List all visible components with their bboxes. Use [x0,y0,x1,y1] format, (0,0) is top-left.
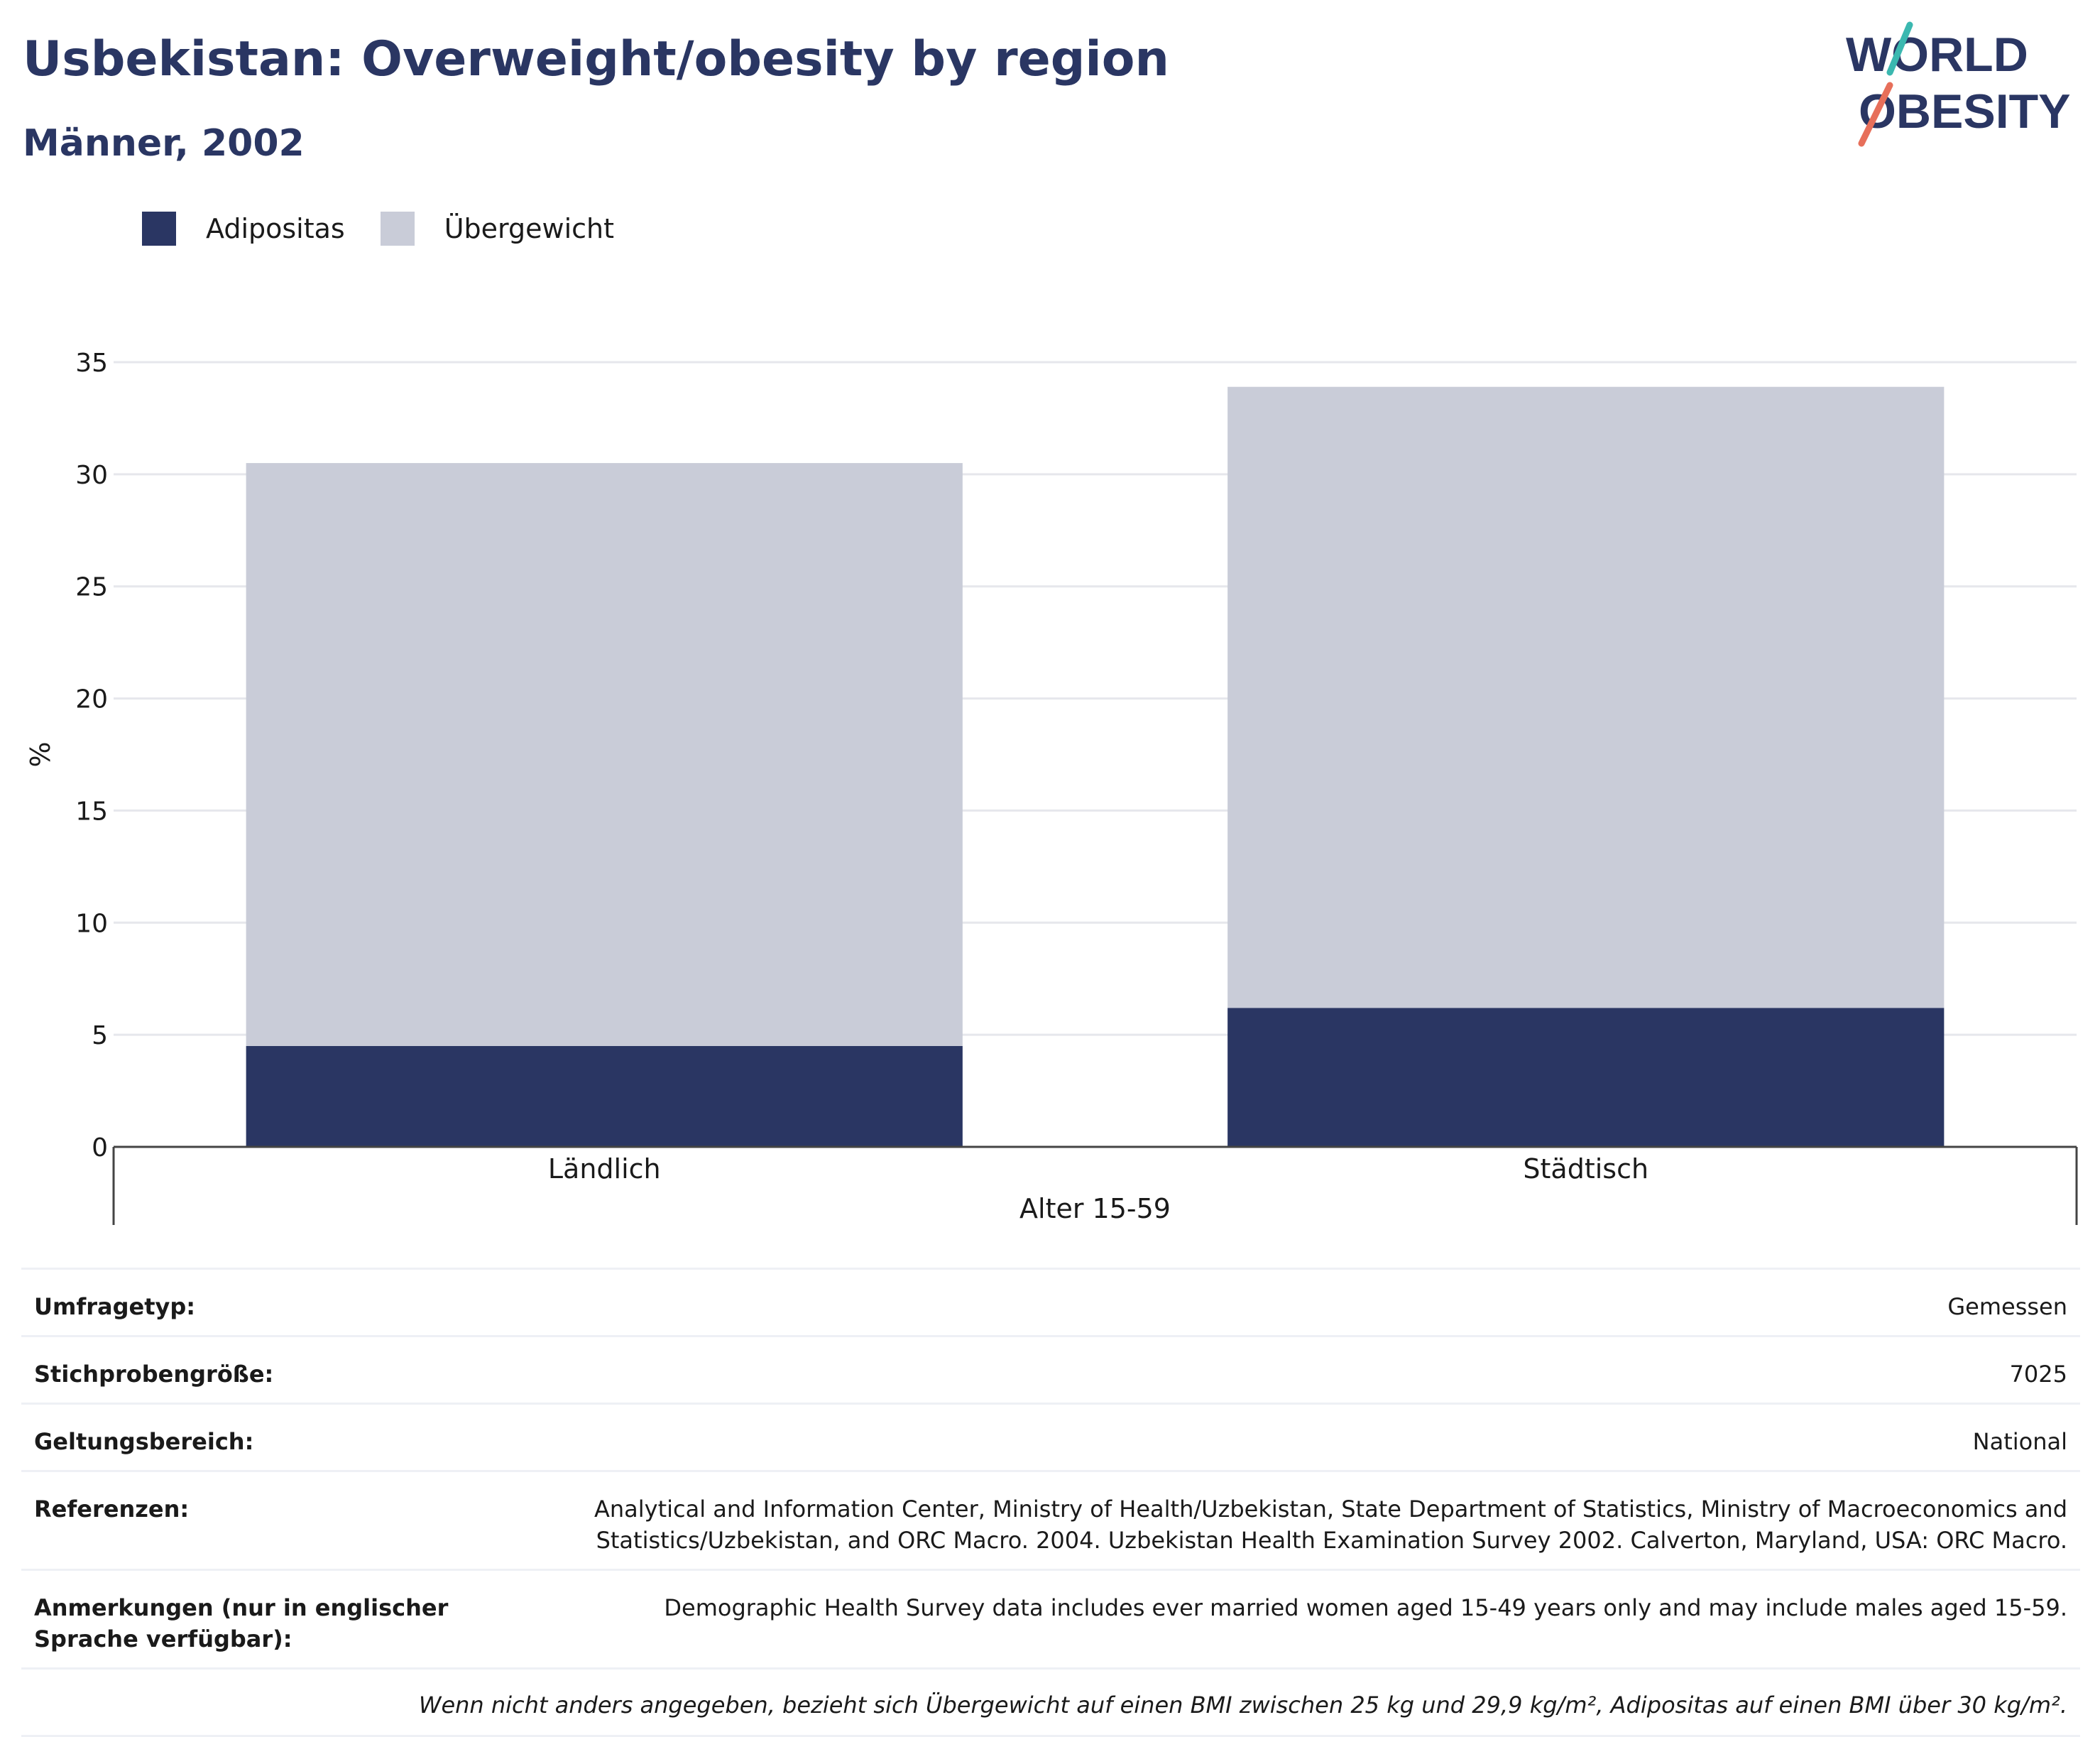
bar-uebergewicht-1 [1227,386,1945,1008]
x-category-label: Städtisch [1523,1153,1648,1185]
stacked-bar-chart: 0 5 10 15 20 25 30 35% Ländlich Städtisch Alter 15… [25,349,2078,1225]
info-key: Anmerkungen (nur in englischer Sprache v… [34,1594,449,1652]
legend-item-uebergewicht[interactable]: Übergewicht [380,212,614,246]
info-key: Referenzen: [34,1496,190,1523]
info-row-coverage: Geltungsbereich: National [21,1403,2080,1470]
legend-label-adipositas: Adipositas [206,213,345,244]
y-tick-label: 35 [75,349,108,378]
bar-adipositas-0 [246,1045,963,1147]
bar-adipositas-1 [1227,1008,1945,1147]
y-tick-label: 25 [75,573,108,602]
chart-legend: Adipositas Übergewicht [142,210,650,247]
y-tick-label: 10 [75,909,108,938]
chart-title: Usbekistan: Overweight/obesity by region [23,31,1169,87]
info-key: Umfragetyp: [34,1293,196,1320]
logo-line1: WORLD [1846,28,2028,82]
legend-swatch-adipositas [142,212,176,246]
info-row-notes: Anmerkungen (nur in englischer Sprache v… [21,1569,2080,1667]
info-key: Geltungsbereich: [34,1428,254,1455]
bar-uebergewicht-0 [246,463,963,1046]
legend-swatch-uebergewicht [380,212,415,246]
logo-slash-bottom [1858,82,1893,147]
x-group-label: Alter 15-59 [1019,1193,1171,1224]
bmi-definition-note: Wenn nicht anders angegeben, bezieht sic… [21,1667,2080,1737]
y-tick-label: 20 [75,685,108,714]
info-row-survey-type: Umfragetyp: Gemessen [21,1268,2080,1335]
y-axis-label: % [25,741,56,767]
legend-label-uebergewicht: Übergewicht [444,213,614,244]
y-tick-label: 0 [92,1133,108,1162]
info-value: Analytical and Information Center, Minis… [594,1496,2067,1554]
logo-line2: OBESITY [1859,85,2071,138]
info-table: Umfragetyp: Gemessen Stichprobengröße: 7… [21,1268,2080,1737]
info-value: 7025 [2009,1361,2067,1388]
chart-subtitle: Männer, 2002 [23,122,305,165]
y-tick-label: 30 [75,461,108,490]
world-obesity-logo: WORLD OBESITY [1846,21,2071,147]
info-value: Demographic Health Survey data includes … [664,1594,2067,1621]
info-value: National [1972,1428,2067,1455]
legend-item-adipositas[interactable]: Adipositas [142,212,345,246]
y-tick-label: 15 [75,797,108,826]
info-row-sample-size: Stichprobengröße: 7025 [21,1335,2080,1403]
y-tick-label: 5 [92,1021,108,1050]
info-row-references: Referenzen: Analytical and Information C… [21,1470,2080,1569]
info-key: Stichprobengröße: [34,1361,274,1388]
x-category-label: Ländlich [548,1153,661,1185]
logo-slash-top [1886,21,1913,76]
info-value: Gemessen [1947,1293,2067,1320]
